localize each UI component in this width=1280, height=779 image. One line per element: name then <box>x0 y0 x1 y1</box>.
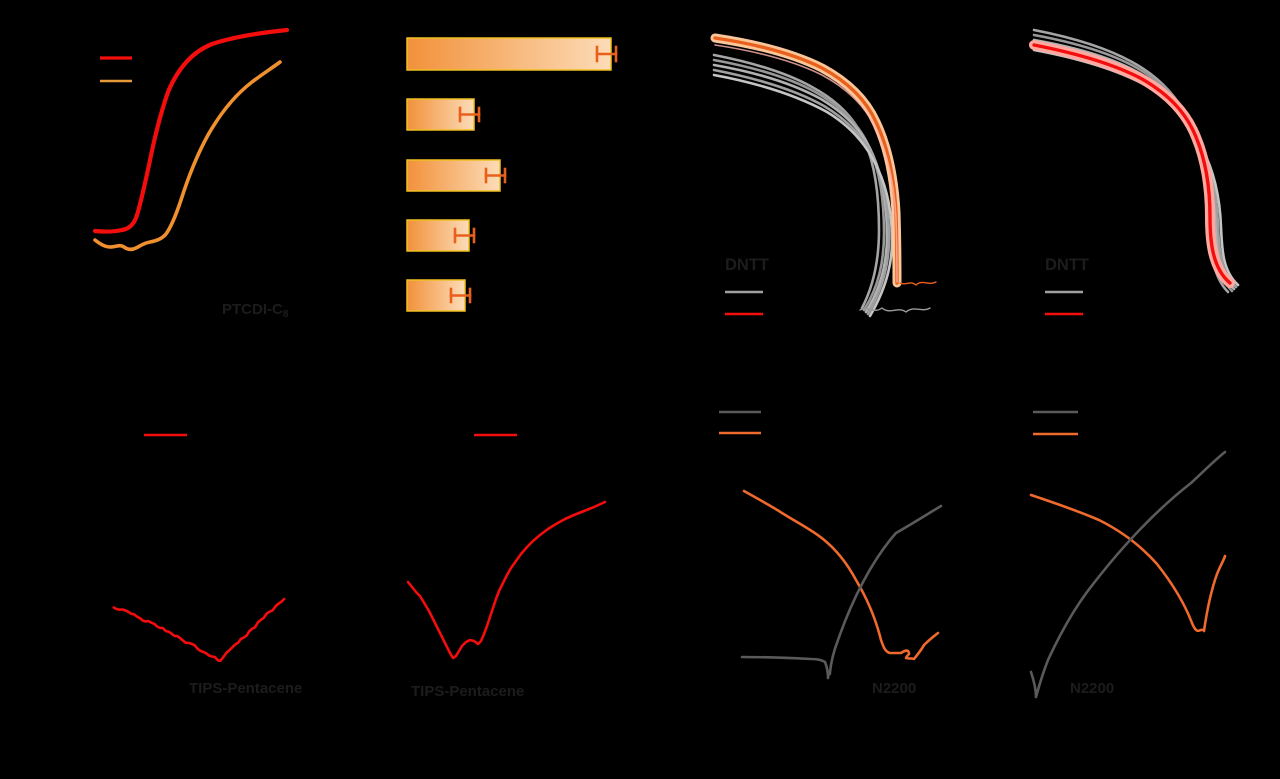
svg-text:TIPS-Pentacene: TIPS-Pentacene <box>189 680 302 697</box>
svg-text:DNTT: DNTT <box>725 256 769 274</box>
svg-text:TIPS-Pentacene: TIPS-Pentacene <box>411 683 524 700</box>
svg-text:DNTT: DNTT <box>1045 256 1089 274</box>
svg-text:PTCDI-C8: PTCDI-C8 <box>222 301 289 320</box>
svg-text:N2200: N2200 <box>872 680 916 697</box>
svg-text:N2200: N2200 <box>1070 680 1114 697</box>
